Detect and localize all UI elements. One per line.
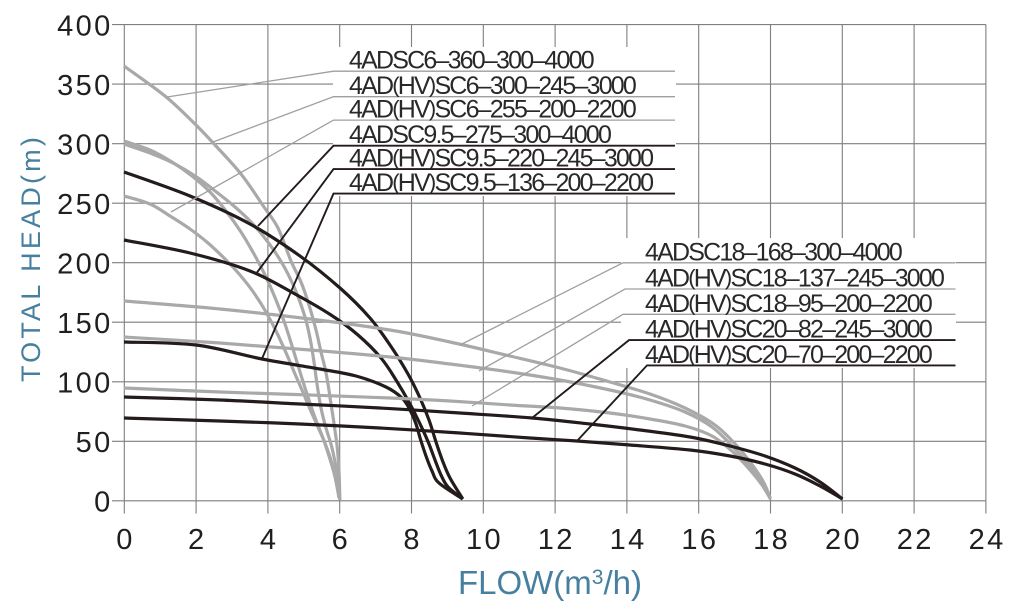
svg-text:4ADSC18–168–300–4000: 4ADSC18–168–300–4000: [645, 238, 902, 266]
svg-text:4AD(HV)SC6–255–200–2200: 4AD(HV)SC6–255–200–2200: [349, 96, 636, 124]
svg-text:50: 50: [76, 427, 113, 459]
svg-text:4: 4: [260, 524, 279, 556]
svg-text:100: 100: [57, 367, 113, 399]
svg-text:250: 250: [57, 189, 113, 221]
svg-text:4AD(HV)SC20–82–245–3000: 4AD(HV)SC20–82–245–3000: [645, 316, 932, 344]
svg-text:20: 20: [825, 524, 862, 556]
svg-text:TOTAL HEAD(m): TOTAL HEAD(m): [16, 134, 46, 382]
svg-text:14: 14: [610, 524, 647, 556]
svg-text:300: 300: [57, 129, 113, 161]
svg-text:4ADSC9.5–275–300–4000: 4ADSC9.5–275–300–4000: [349, 121, 611, 149]
svg-text:0: 0: [94, 487, 113, 519]
svg-text:24: 24: [969, 524, 1006, 556]
svg-text:4AD(HV)SC9.5–136–200–2200: 4AD(HV)SC9.5–136–200–2200: [349, 169, 653, 197]
svg-text:200: 200: [57, 248, 113, 280]
svg-text:8: 8: [403, 524, 422, 556]
svg-text:0: 0: [116, 524, 135, 556]
svg-text:4AD(HV)SC20–70–200–2200: 4AD(HV)SC20–70–200–2200: [645, 341, 932, 369]
svg-text:6: 6: [332, 524, 351, 556]
svg-text:4AD(HV)SC6–300–245–3000: 4AD(HV)SC6–300–245–3000: [349, 72, 636, 100]
svg-text:12: 12: [538, 524, 575, 556]
svg-text:10: 10: [466, 524, 503, 556]
svg-text:16: 16: [681, 524, 718, 556]
svg-text:2: 2: [188, 524, 207, 556]
svg-text:150: 150: [57, 308, 113, 340]
svg-text:FLOW(m3/h): FLOW(m3/h): [458, 564, 642, 601]
svg-text:18: 18: [753, 524, 790, 556]
svg-text:4AD(HV)SC18–95–200–2200: 4AD(HV)SC18–95–200–2200: [645, 290, 932, 318]
svg-text:350: 350: [57, 70, 113, 102]
svg-text:4AD(HV)SC18–137–245–3000: 4AD(HV)SC18–137–245–3000: [645, 265, 944, 293]
svg-text:4ADSC6–360–300–4000: 4ADSC6–360–300–4000: [349, 47, 594, 75]
svg-text:22: 22: [897, 524, 934, 556]
svg-text:4AD(HV)SC9.5–220–245–3000: 4AD(HV)SC9.5–220–245–3000: [349, 145, 653, 173]
svg-text:400: 400: [57, 10, 113, 42]
